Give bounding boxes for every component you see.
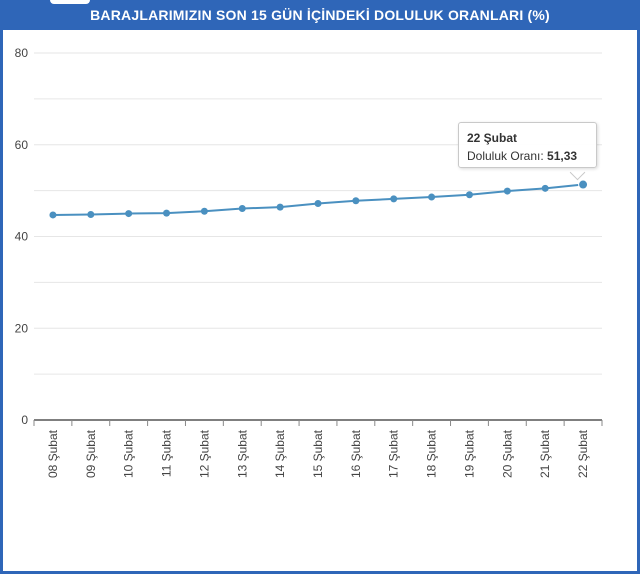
y-tick-label: 40 [15, 230, 29, 244]
data-point[interactable] [390, 195, 398, 203]
x-tick-label: 12 Şubat [197, 429, 211, 478]
x-tick-label: 18 Şubat [425, 429, 439, 478]
x-tick-label: 10 Şubat [122, 429, 136, 478]
data-point[interactable] [541, 184, 549, 192]
x-tick-label: 22 Şubat [576, 429, 590, 478]
y-tick-label: 60 [15, 138, 29, 152]
data-point[interactable] [314, 199, 322, 207]
chart-title: BARAJLARIMIZIN SON 15 GÜN İÇİNDEKİ DOLUL… [0, 0, 640, 30]
title-notch [50, 0, 90, 4]
data-point[interactable] [49, 211, 57, 219]
y-tick-label: 20 [15, 321, 29, 335]
y-axis-ticks: 0 20 40 60 80 [15, 46, 29, 427]
x-tick-label: 17 Şubat [387, 429, 401, 478]
tooltip-body: Doluluk Oranı: 51,33 [467, 147, 588, 165]
data-point[interactable] [125, 210, 133, 218]
data-point[interactable] [238, 205, 246, 213]
x-tick-label: 20 Şubat [500, 429, 514, 478]
x-axis-ticks: 08 Şubat 09 Şubat 10 Şubat 11 Şubat 12 Şubat… [33, 420, 603, 478]
x-tick-label: 16 Şubat [349, 429, 363, 478]
tooltip-value: 51,33 [547, 149, 578, 163]
tooltip-title: 22 Şubat [467, 131, 518, 145]
data-point[interactable] [503, 187, 511, 195]
x-tick-label: 09 Şubat [84, 429, 98, 478]
line-chart: 0 20 40 60 80 08 Şubat 09 Şubat 10 Şubat 11 Şub… [15, 46, 603, 478]
x-tick-label: 15 Şubat [311, 429, 325, 478]
y-tick-label: 80 [15, 46, 29, 60]
x-tick-label: 11 Şubat [160, 429, 174, 477]
data-point[interactable] [352, 197, 360, 205]
x-tick-label: 19 Şubat [462, 429, 476, 478]
data-point[interactable] [465, 191, 473, 199]
tooltip: 22 Şubat Doluluk Oranı: 51,33 [458, 122, 597, 168]
series-line-doluluk-orani [52, 183, 584, 216]
data-points [49, 179, 589, 219]
data-point[interactable] [87, 210, 95, 218]
data-point[interactable] [276, 203, 284, 211]
data-point[interactable] [428, 193, 436, 201]
y-tick-label: 0 [21, 413, 28, 427]
x-tick-label: 13 Şubat [235, 429, 249, 478]
data-point[interactable] [200, 207, 208, 215]
x-tick-label: 08 Şubat [46, 429, 60, 478]
tooltip-label: Doluluk Oranı: [467, 149, 548, 163]
x-tick-label: 21 Şubat [538, 429, 552, 478]
data-point[interactable] [578, 179, 589, 190]
data-point[interactable] [163, 209, 171, 217]
x-tick-label: 14 Şubat [273, 429, 287, 478]
